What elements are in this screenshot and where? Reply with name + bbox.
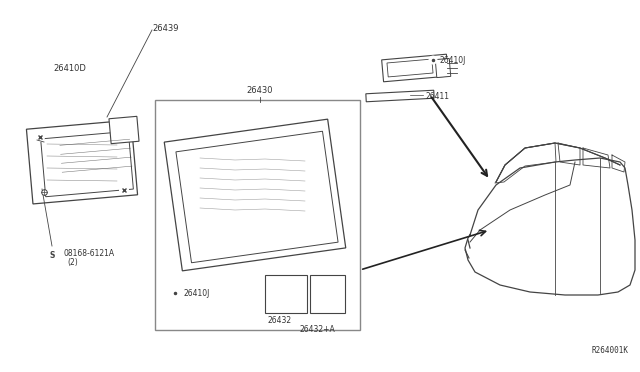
- Polygon shape: [496, 143, 620, 185]
- Circle shape: [170, 288, 180, 298]
- Text: 26432: 26432: [268, 316, 292, 325]
- Circle shape: [300, 160, 310, 170]
- Polygon shape: [26, 120, 138, 204]
- Bar: [155, 100, 360, 330]
- Text: 26410D: 26410D: [53, 64, 86, 73]
- Bar: [265, 275, 307, 313]
- Polygon shape: [366, 90, 434, 102]
- Polygon shape: [381, 54, 449, 82]
- Polygon shape: [495, 143, 556, 183]
- Text: 26432+A: 26432+A: [300, 325, 336, 334]
- Text: 26430: 26430: [247, 86, 273, 95]
- Circle shape: [300, 225, 310, 235]
- Circle shape: [600, 275, 636, 311]
- Circle shape: [120, 186, 129, 195]
- Circle shape: [320, 288, 334, 302]
- Circle shape: [200, 225, 210, 235]
- Text: S: S: [49, 250, 54, 260]
- Text: 26410J: 26410J: [183, 289, 209, 298]
- Polygon shape: [465, 158, 635, 295]
- Polygon shape: [435, 58, 451, 78]
- Text: 26411: 26411: [425, 92, 449, 100]
- Polygon shape: [164, 119, 346, 271]
- Text: (2): (2): [67, 259, 77, 267]
- Circle shape: [492, 277, 528, 313]
- Bar: [310, 275, 345, 313]
- Polygon shape: [176, 131, 338, 263]
- Circle shape: [527, 149, 537, 159]
- Polygon shape: [109, 116, 139, 144]
- Polygon shape: [387, 59, 433, 77]
- Circle shape: [43, 246, 61, 264]
- Circle shape: [588, 263, 640, 323]
- Text: 26439: 26439: [152, 23, 179, 32]
- Circle shape: [276, 288, 290, 302]
- Polygon shape: [612, 155, 625, 172]
- Circle shape: [271, 283, 295, 307]
- Text: 08168-6121A: 08168-6121A: [64, 248, 115, 257]
- Text: 26410J: 26410J: [440, 55, 467, 64]
- Text: R264001K: R264001K: [591, 346, 628, 355]
- Circle shape: [200, 160, 210, 170]
- Circle shape: [315, 283, 339, 307]
- Circle shape: [429, 56, 437, 64]
- Polygon shape: [558, 143, 580, 165]
- Polygon shape: [40, 131, 133, 197]
- Circle shape: [480, 265, 540, 325]
- Polygon shape: [583, 148, 610, 168]
- Circle shape: [35, 132, 45, 141]
